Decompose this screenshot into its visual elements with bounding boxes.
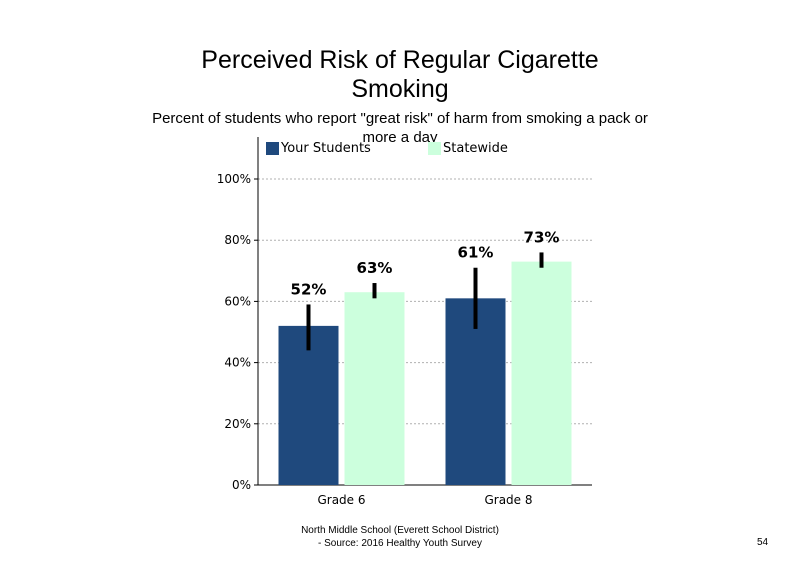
- bar-statewide: [511, 261, 572, 485]
- y-tick-label: 20%: [224, 417, 251, 431]
- legend-label-statewide: Statewide: [443, 141, 508, 156]
- legend-swatch-statewide: [428, 142, 441, 155]
- data-label: 52%: [291, 280, 327, 298]
- x-category-label: Grade 8: [484, 493, 532, 507]
- data-label: 63%: [357, 259, 393, 277]
- x-category-label: Grade 6: [317, 493, 365, 507]
- footer-line-school: North Middle School (Everett School Dist…: [301, 525, 499, 536]
- y-tick-label: 80%: [224, 233, 251, 247]
- legend-label-your-students: Your Students: [281, 141, 371, 156]
- y-tick-label: 60%: [224, 294, 251, 308]
- bar-your-students: [445, 298, 506, 485]
- bar-your-students: [278, 325, 339, 485]
- y-tick-label: 40%: [224, 356, 251, 370]
- data-label: 73%: [524, 228, 560, 246]
- footer-source: North Middle School (Everett School Dist…: [260, 524, 540, 550]
- legend: Your Students Statewide: [0, 141, 800, 158]
- legend-item-statewide: Statewide: [428, 141, 508, 156]
- legend-swatch-your-students: [266, 142, 279, 155]
- footer-line-source: - Source: 2016 Healthy Youth Survey: [318, 538, 482, 549]
- y-tick-label: 100%: [217, 172, 251, 186]
- data-label: 61%: [458, 244, 494, 262]
- page-number: 54: [757, 537, 769, 548]
- bar-statewide: [344, 292, 405, 485]
- chart-title: Perceived Risk of Regular Cigarette Smok…: [201, 46, 599, 103]
- legend-item-your-students: Your Students: [266, 141, 371, 156]
- y-tick-label: 0%: [232, 478, 251, 492]
- chart-subtitle: Percent of students who report "great ri…: [152, 110, 648, 142]
